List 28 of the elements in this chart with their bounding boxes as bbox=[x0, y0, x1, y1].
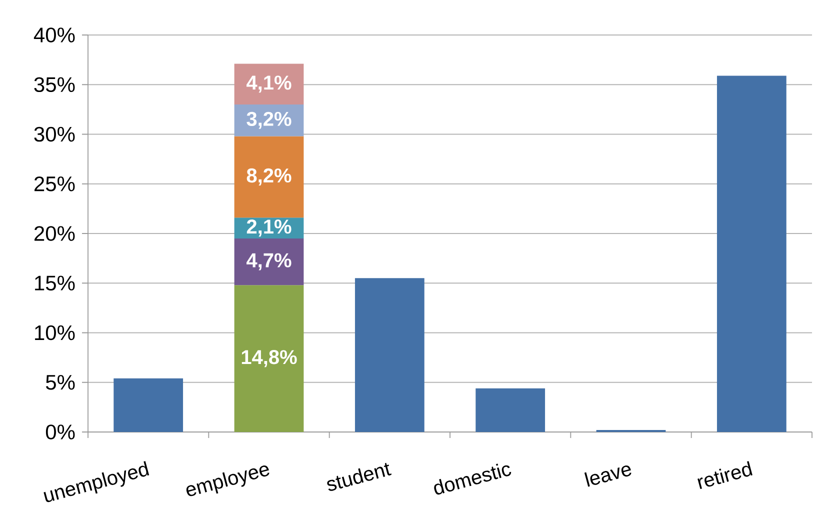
data-label: 3,2% bbox=[246, 112, 292, 129]
y-tick-label: 5% bbox=[46, 374, 75, 390]
x-tick-label: leave bbox=[584, 466, 632, 487]
y-tick-label: 15% bbox=[35, 276, 75, 291]
y-tick-label: 40% bbox=[34, 28, 75, 42]
data-label: 4,7% bbox=[246, 253, 292, 270]
y-tick-label: 35% bbox=[34, 77, 75, 92]
y-tick-label: 30% bbox=[34, 126, 75, 142]
y-tick-label: 10% bbox=[35, 325, 75, 340]
bar bbox=[234, 285, 304, 432]
data-label: 2,1% bbox=[246, 220, 292, 237]
data-label: 8,2% bbox=[246, 168, 292, 186]
x-tick-label: student bbox=[327, 462, 392, 491]
y-tick-label: 25% bbox=[34, 176, 75, 192]
x-tick-label: retired bbox=[698, 461, 752, 490]
bar bbox=[354, 278, 424, 432]
bar bbox=[234, 64, 304, 104]
bar bbox=[234, 136, 304, 218]
y-tick-label: 20% bbox=[34, 226, 75, 241]
data-label: 14,8% bbox=[242, 350, 297, 368]
bar bbox=[716, 76, 786, 432]
bar bbox=[114, 378, 184, 432]
y-tick-label: 0% bbox=[46, 424, 75, 440]
data-label: 4,1% bbox=[246, 76, 292, 93]
x-tick-label: domestic bbox=[434, 464, 512, 495]
bar bbox=[234, 238, 304, 286]
bar bbox=[476, 388, 546, 432]
x-tick-label: employee bbox=[186, 466, 270, 496]
